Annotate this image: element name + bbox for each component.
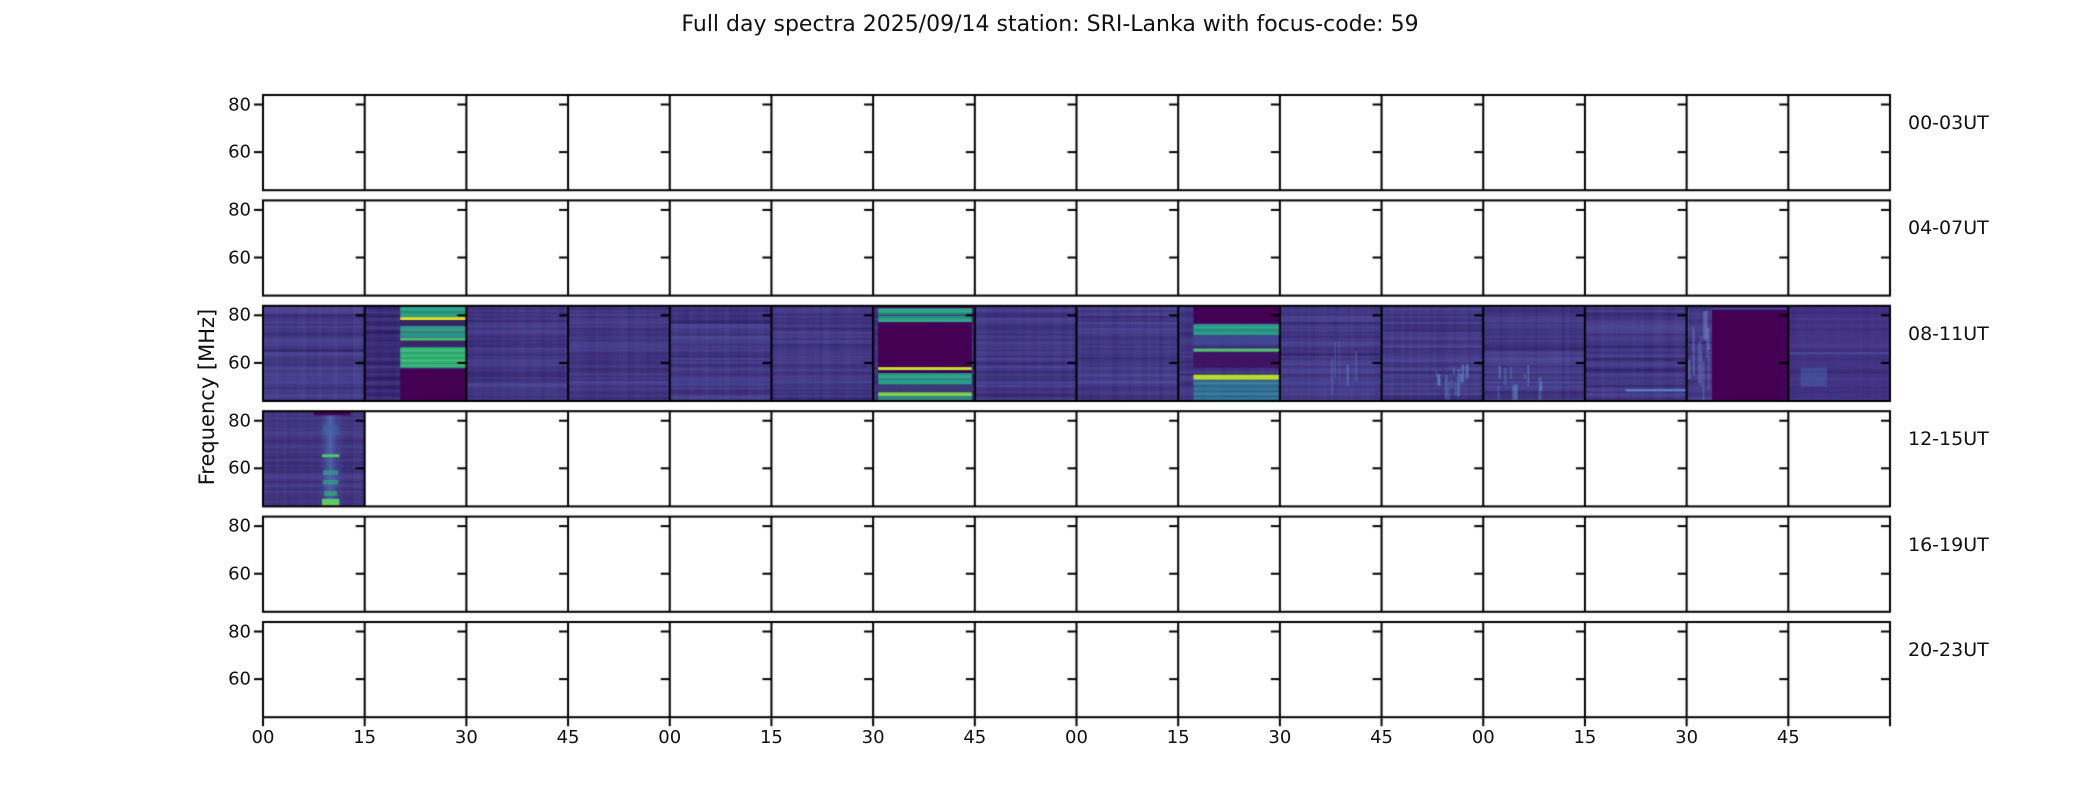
chart-title: Full day spectra 2025/09/14 station: SRI…	[681, 12, 1419, 37]
x-tick-label: 00	[251, 727, 275, 748]
x-tick-label: 45	[556, 727, 580, 748]
row-time-label: 20-23UT	[1908, 639, 1989, 661]
row-time-label: 00-03UT	[1908, 112, 1989, 134]
y-tick-label: 80	[228, 304, 251, 326]
x-tick-label: 00	[1065, 727, 1088, 748]
y-tick-label: 80	[228, 621, 251, 643]
y-tick-label: 60	[228, 352, 251, 374]
y-tick-label: 60	[228, 141, 251, 163]
x-tick-label: 45	[1776, 727, 1800, 748]
x-tick-label: 30	[1268, 727, 1292, 748]
row-time-label: 12-15UT	[1908, 428, 1989, 451]
row-time-label: 16-19UT	[1908, 533, 1989, 556]
x-tick-label: 00	[1471, 727, 1495, 748]
x-tick-label: 45	[963, 727, 987, 748]
x-tick-label: 15	[759, 727, 783, 748]
y-tick-label: 60	[228, 668, 251, 690]
x-tick-label: 15	[1573, 727, 1597, 748]
y-axis-label: Frequency [MHz]	[195, 308, 219, 486]
y-tick-label: 60	[228, 247, 251, 269]
y-tick-label: 80	[228, 515, 251, 537]
row-time-label: 04-07UT	[1908, 217, 1989, 240]
x-tick-label: 15	[1166, 727, 1190, 748]
y-tick-label: 80	[228, 199, 251, 221]
x-tick-label: 30	[1675, 727, 1699, 748]
x-tick-label: 30	[861, 727, 885, 748]
y-tick-label: 60	[228, 457, 251, 479]
x-tick-label: 00	[658, 727, 682, 748]
y-tick-label: 80	[228, 410, 251, 432]
row-time-label: 08-11UT	[1908, 322, 1989, 345]
y-tick-label: 80	[228, 94, 251, 116]
y-tick-label: 60	[228, 563, 251, 585]
x-tick-label: 30	[454, 727, 478, 748]
x-tick-label: 45	[1370, 727, 1394, 748]
x-tick-label: 15	[353, 727, 377, 748]
